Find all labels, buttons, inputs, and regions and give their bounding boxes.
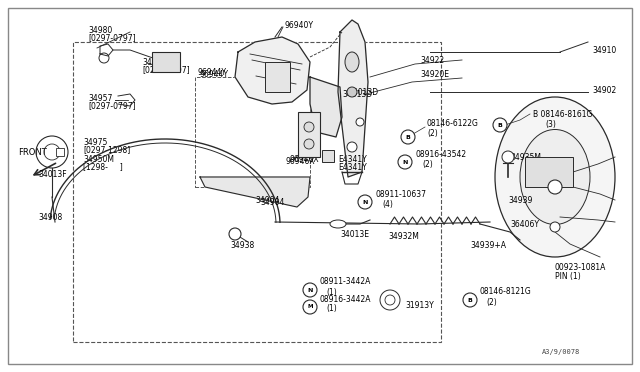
Polygon shape (200, 177, 310, 207)
Circle shape (502, 151, 514, 163)
Text: 96940Y: 96940Y (285, 20, 314, 29)
Text: 34910: 34910 (592, 45, 616, 55)
Bar (56, 148, 64, 156)
Text: (3): (3) (545, 119, 556, 128)
Circle shape (303, 283, 317, 297)
Text: 34920E: 34920E (420, 70, 449, 78)
Text: 34957: 34957 (88, 93, 113, 103)
Text: 08916-43542: 08916-43542 (416, 150, 467, 158)
Text: N: N (307, 288, 313, 292)
Text: M: M (307, 305, 313, 310)
Text: (1): (1) (326, 305, 337, 314)
Text: 36406Y: 36406Y (510, 219, 539, 228)
Text: 34980: 34980 (88, 26, 112, 35)
Text: [0297-0797]: [0297-0797] (88, 33, 136, 42)
Circle shape (548, 180, 562, 194)
Text: PIN (1): PIN (1) (555, 272, 580, 280)
Text: [1298-     ]: [1298- ] (83, 163, 123, 171)
Circle shape (229, 228, 241, 240)
Text: 34013D: 34013D (342, 90, 372, 99)
Text: 34950M: 34950M (83, 154, 114, 164)
Text: 96944Y: 96944Y (200, 70, 229, 78)
Text: 00923-1081A: 00923-1081A (555, 263, 606, 273)
Text: 08146-8121G: 08146-8121G (480, 288, 532, 296)
Text: (1): (1) (326, 288, 337, 296)
Text: 96946X: 96946X (290, 154, 319, 164)
Bar (73, 42, 441, 342)
Text: B: B (468, 298, 472, 302)
Bar (152, 52, 180, 72)
Circle shape (303, 300, 317, 314)
Text: 34904: 34904 (260, 198, 284, 206)
Text: 31913Y: 31913Y (405, 301, 434, 311)
Ellipse shape (495, 97, 615, 257)
Bar (298, 112, 320, 157)
Text: 34932M: 34932M (388, 231, 419, 241)
Text: E4341Y: E4341Y (338, 163, 367, 171)
Polygon shape (338, 20, 368, 177)
Ellipse shape (520, 129, 590, 224)
Circle shape (398, 155, 412, 169)
Circle shape (385, 295, 395, 305)
Text: [0297-0797]: [0297-0797] (88, 102, 136, 110)
Text: 34975: 34975 (83, 138, 108, 147)
Circle shape (347, 87, 357, 97)
Text: N: N (403, 160, 408, 164)
Text: 34938: 34938 (230, 241, 254, 250)
Text: 34935M: 34935M (510, 153, 541, 161)
Circle shape (304, 122, 314, 132)
Polygon shape (235, 37, 310, 104)
Text: B: B (406, 135, 410, 140)
Polygon shape (310, 77, 342, 137)
Text: N: N (362, 199, 368, 205)
Text: (2): (2) (486, 298, 497, 307)
Text: 34013E: 34013E (340, 230, 369, 238)
Text: B: B (497, 122, 502, 128)
Ellipse shape (345, 52, 359, 72)
Text: 34908: 34908 (38, 212, 62, 221)
Circle shape (380, 290, 400, 310)
Text: 34939: 34939 (508, 196, 532, 205)
Text: 34904: 34904 (255, 196, 280, 205)
Circle shape (358, 195, 372, 209)
Text: 34939+A: 34939+A (470, 241, 506, 250)
Bar (525, 157, 573, 187)
Text: 96944Y: 96944Y (198, 67, 227, 77)
Circle shape (550, 222, 560, 232)
Text: (2): (2) (422, 160, 433, 169)
Text: A3/9/0078: A3/9/0078 (541, 349, 580, 355)
Text: 08911-10637: 08911-10637 (376, 189, 427, 199)
Text: FRONT: FRONT (18, 148, 47, 157)
Text: 08146-6122G: 08146-6122G (427, 119, 479, 128)
Bar (195, 77, 310, 187)
Text: (4): (4) (382, 199, 393, 208)
Circle shape (401, 130, 415, 144)
Text: 08911-3442A: 08911-3442A (320, 278, 371, 286)
Bar (322, 150, 334, 162)
Circle shape (347, 142, 357, 152)
Text: B 08146-8161G: B 08146-8161G (533, 109, 593, 119)
Circle shape (463, 293, 477, 307)
Text: 08916-3442A: 08916-3442A (320, 295, 371, 304)
Text: 34013F: 34013F (38, 170, 67, 179)
Bar (265, 62, 290, 92)
Circle shape (304, 139, 314, 149)
Circle shape (493, 118, 507, 132)
Text: [0297-0797]: [0297-0797] (142, 65, 189, 74)
Text: [0297-1298]: [0297-1298] (83, 145, 131, 154)
Text: 34922: 34922 (420, 55, 444, 64)
Text: E4341Y: E4341Y (338, 154, 367, 164)
Text: 34902: 34902 (592, 86, 616, 94)
Circle shape (356, 118, 364, 126)
Text: 34970: 34970 (142, 58, 166, 67)
Text: 34013D: 34013D (348, 87, 378, 96)
Ellipse shape (330, 220, 346, 228)
Text: (2): (2) (427, 128, 438, 138)
Text: 96946X: 96946X (286, 157, 316, 166)
